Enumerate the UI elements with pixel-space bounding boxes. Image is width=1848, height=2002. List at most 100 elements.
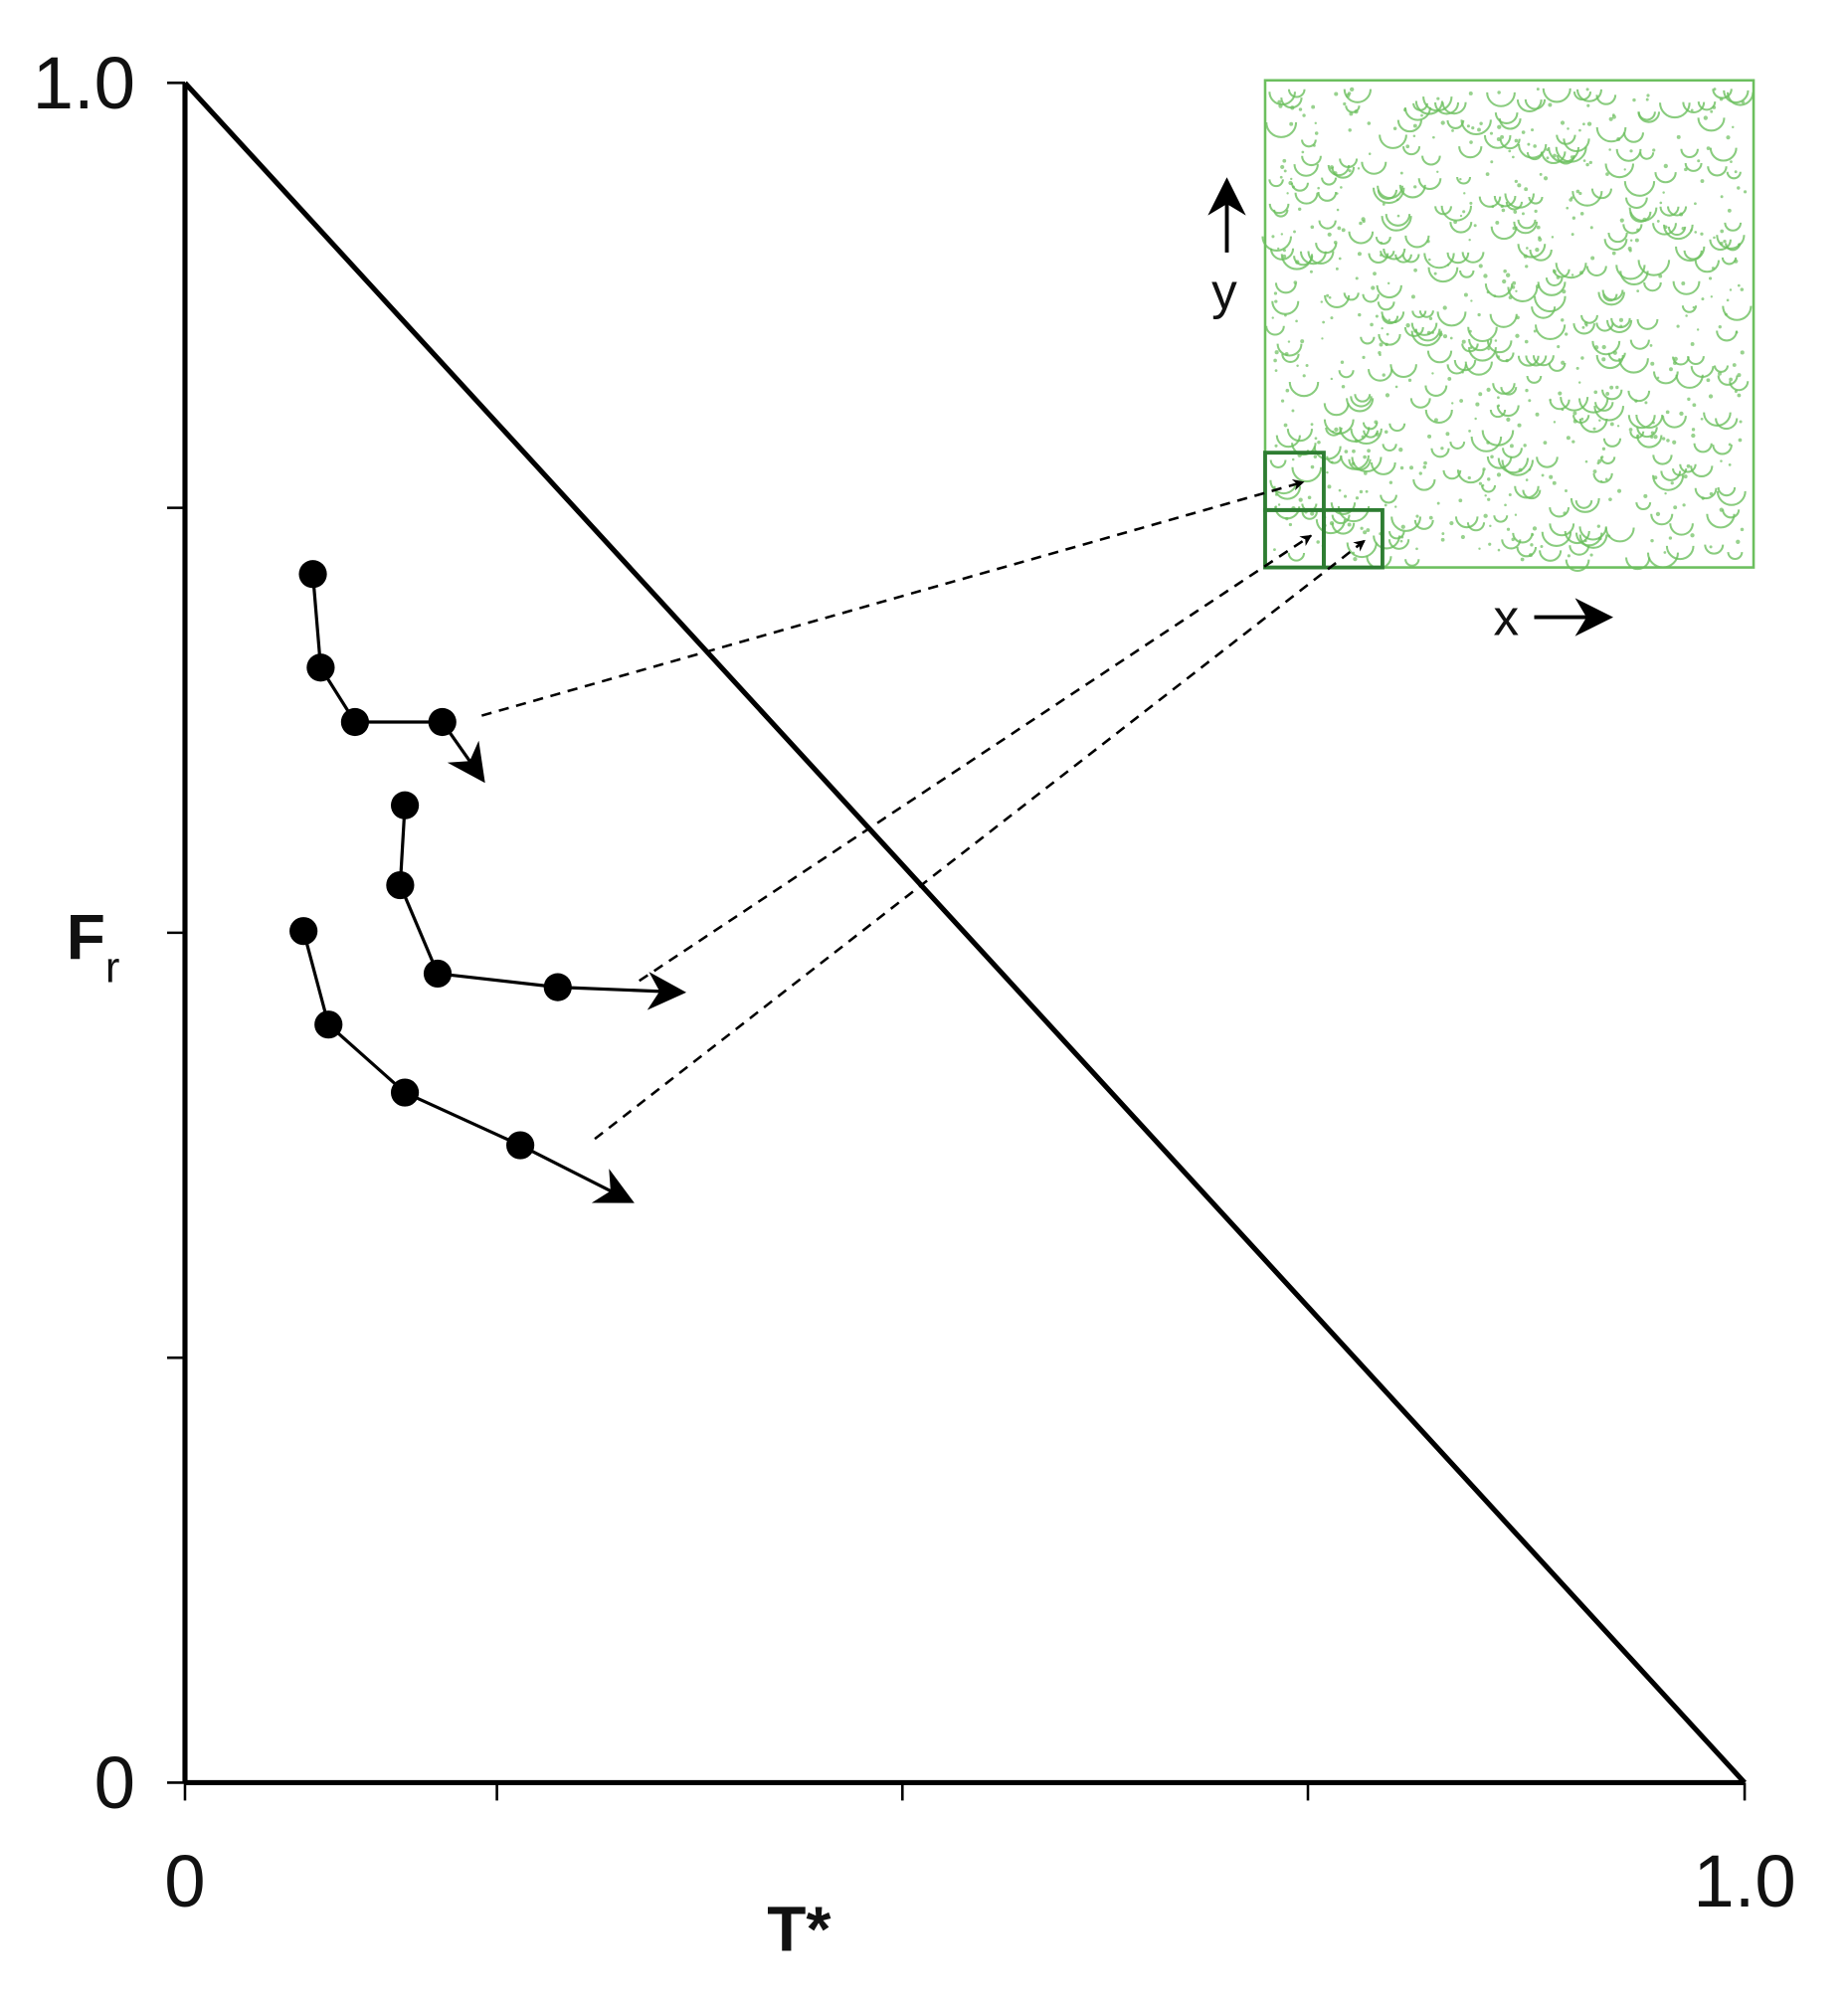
- texture-arc: [1459, 270, 1475, 278]
- texture-arc: [1383, 248, 1406, 261]
- texture-dot: [1314, 121, 1317, 125]
- texture-dot: [1495, 220, 1500, 225]
- texture-arc: [1464, 361, 1493, 376]
- texture-arc: [1481, 484, 1497, 493]
- texture-dot: [1676, 324, 1680, 328]
- texture-dot: [1597, 536, 1602, 541]
- texture-dot: [1543, 176, 1549, 181]
- texture-dot: [1530, 543, 1534, 547]
- texture-dot: [1338, 488, 1342, 492]
- texture-arc: [1269, 248, 1295, 261]
- texture-dot: [1740, 287, 1745, 291]
- texture-arc: [1368, 368, 1393, 382]
- texture-dot: [1737, 393, 1742, 398]
- texture-dot: [1525, 478, 1529, 481]
- texture-dot: [1601, 447, 1606, 451]
- texture-dot: [1531, 128, 1535, 132]
- texture-arc: [1287, 552, 1306, 562]
- texture-arc: [1599, 456, 1616, 464]
- texture-dot: [1685, 314, 1688, 317]
- texture-arc: [1539, 550, 1563, 562]
- texture-arc: [1461, 343, 1479, 352]
- texture-dot: [1340, 186, 1343, 189]
- texture-arc: [1629, 431, 1645, 440]
- texture-arc: [1704, 544, 1725, 555]
- texture-dot: [1293, 230, 1296, 234]
- texture-dot: [1382, 202, 1386, 206]
- texture-dot: [1460, 534, 1465, 540]
- texture-arc: [1410, 322, 1438, 336]
- point: [340, 707, 370, 737]
- texture-dot: [1739, 420, 1743, 424]
- point: [423, 959, 453, 989]
- texture-arc: [1591, 340, 1621, 355]
- texture-arc: [1505, 201, 1524, 211]
- texture-dot: [1433, 272, 1437, 275]
- texture-dot: [1412, 134, 1416, 138]
- texture-dot: [1277, 247, 1280, 251]
- texture-arc: [1281, 353, 1300, 363]
- texture-dot: [1399, 465, 1404, 470]
- texture-dot: [1505, 273, 1511, 277]
- texture-arc: [1373, 535, 1400, 550]
- texture-arc: [1517, 219, 1537, 230]
- texture-dot: [1605, 172, 1609, 176]
- texture-dot: [1741, 100, 1746, 104]
- texture-dot: [1473, 224, 1477, 228]
- texture-arc: [1548, 146, 1580, 163]
- texture-dot: [1692, 403, 1697, 408]
- texture-dot: [1357, 167, 1361, 170]
- texture-dot: [1604, 477, 1608, 481]
- texture-dot: [1337, 226, 1342, 231]
- texture-dot: [1708, 276, 1713, 280]
- texture-dot: [1334, 427, 1339, 433]
- texture-arc: [1331, 166, 1356, 179]
- texture-dot: [1298, 107, 1303, 111]
- texture-dot: [1487, 347, 1490, 351]
- texture-dot: [1311, 104, 1316, 109]
- point: [386, 870, 415, 900]
- texture-arc: [1288, 381, 1320, 398]
- texture-dot: [1696, 328, 1700, 331]
- texture-dot: [1363, 455, 1367, 459]
- texture-dot: [1278, 103, 1283, 108]
- texture-arc: [1446, 364, 1467, 375]
- texture-arc: [1724, 222, 1743, 232]
- link-line: [639, 534, 1313, 983]
- texture-dot: [1533, 329, 1537, 333]
- texture-dot: [1428, 316, 1433, 320]
- texture-dot: [1477, 127, 1481, 132]
- texture-dot: [1504, 503, 1507, 507]
- texture-dot: [1589, 553, 1593, 557]
- texture-dot: [1362, 355, 1366, 359]
- texture-dot: [1412, 123, 1417, 128]
- texture-dot: [1673, 356, 1678, 362]
- texture-arc: [1712, 445, 1733, 455]
- texture-dot: [1310, 225, 1315, 230]
- y-axis-title: Fr: [67, 901, 120, 992]
- texture-dot: [1343, 101, 1347, 106]
- texture-arc: [1533, 295, 1567, 312]
- texture-dot: [1619, 218, 1624, 223]
- texture-dot: [1563, 511, 1567, 515]
- texture-dot: [1650, 538, 1654, 543]
- texture-dot: [1567, 554, 1571, 558]
- texture-dot: [1333, 240, 1338, 245]
- texture-arc: [1604, 163, 1635, 179]
- texture-dot: [1723, 239, 1727, 244]
- texture-dot: [1609, 385, 1614, 390]
- texture-dot: [1636, 289, 1640, 293]
- texture-arc: [1681, 305, 1698, 313]
- texture-dot: [1405, 323, 1410, 328]
- texture-dot: [1666, 439, 1670, 443]
- texture-dot: [1713, 88, 1717, 91]
- texture-arc: [1714, 365, 1729, 373]
- texture-dot: [1546, 156, 1550, 160]
- texture-dot: [1582, 159, 1586, 162]
- texture-dot: [1381, 326, 1384, 330]
- texture-arc: [1721, 257, 1738, 266]
- texture-dot: [1706, 378, 1711, 383]
- texture-dot: [1274, 444, 1278, 448]
- texture-arc: [1592, 472, 1613, 483]
- texture-arc: [1385, 213, 1411, 227]
